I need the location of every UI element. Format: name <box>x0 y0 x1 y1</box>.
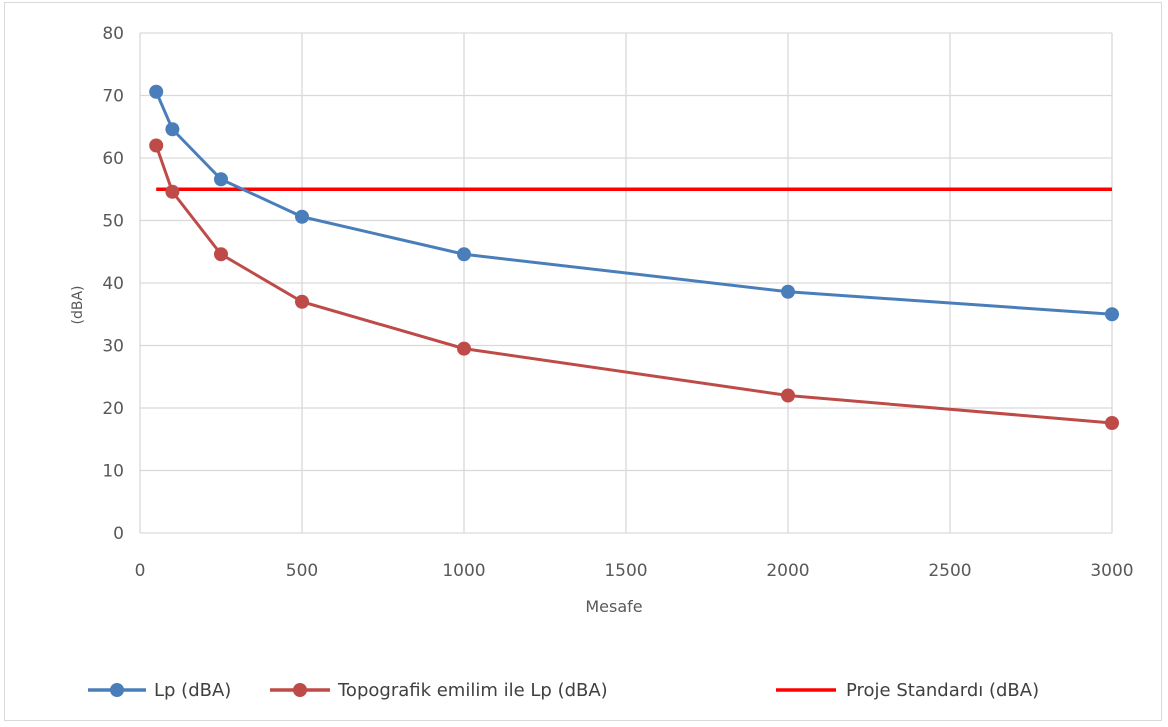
gridlines <box>139 32 1113 534</box>
legend-swatch-marker <box>110 683 124 697</box>
series-line-1 <box>154 145 1113 425</box>
legend: Lp (dBA) Topografik emilim ile Lp (dBA) Pr… <box>88 680 1039 701</box>
x-tick-label: 1500 <box>604 561 647 581</box>
x-axis-title: Mesafe <box>585 597 642 616</box>
x-tick-label: 0 <box>135 561 146 581</box>
legend-label: Proje Standardı (dBA) <box>846 680 1039 701</box>
data-point <box>214 247 228 262</box>
series-group <box>149 84 1119 430</box>
y-tick-label: 20 <box>102 399 124 419</box>
data-point <box>457 247 471 262</box>
legend-label: Lp (dBA) <box>154 680 231 701</box>
y-tick-label: 50 <box>102 212 124 232</box>
x-tick-label: 3000 <box>1090 561 1133 581</box>
data-point <box>781 284 795 299</box>
x-tick-label: 1000 <box>442 561 485 581</box>
data-point <box>165 122 180 137</box>
y-tick-label: 10 <box>102 462 124 482</box>
legend-label: Topografik emilim ile Lp (dBA) <box>337 680 608 701</box>
series-line-0 <box>154 91 1113 316</box>
data-point <box>149 84 164 99</box>
chart-frame <box>4 2 1162 721</box>
y-axis-title: (dBA) <box>70 286 86 325</box>
data-point <box>781 388 795 403</box>
data-point <box>295 294 309 309</box>
x-tick-label: 500 <box>286 561 318 581</box>
data-point <box>1105 416 1119 430</box>
x-tick-label: 2000 <box>766 561 809 581</box>
x-tick-label: 2500 <box>928 561 971 581</box>
y-axis-ticks: 0 10 20 30 40 50 60 70 80 <box>102 24 124 544</box>
legend-swatch-marker <box>293 683 307 697</box>
y-tick-label: 70 <box>102 87 124 107</box>
x-axis-ticks: 0 500 1000 1500 2000 2500 3000 <box>135 561 1134 581</box>
y-tick-label: 30 <box>102 337 124 357</box>
data-point <box>165 184 180 199</box>
data-point <box>214 172 228 187</box>
y-tick-label: 60 <box>102 149 124 169</box>
data-point <box>1105 307 1119 322</box>
data-point <box>457 341 471 356</box>
y-tick-label: 0 <box>113 524 124 544</box>
y-tick-label: 40 <box>102 274 124 294</box>
data-point <box>149 138 164 153</box>
y-tick-label: 80 <box>102 24 124 44</box>
data-point <box>295 209 309 224</box>
